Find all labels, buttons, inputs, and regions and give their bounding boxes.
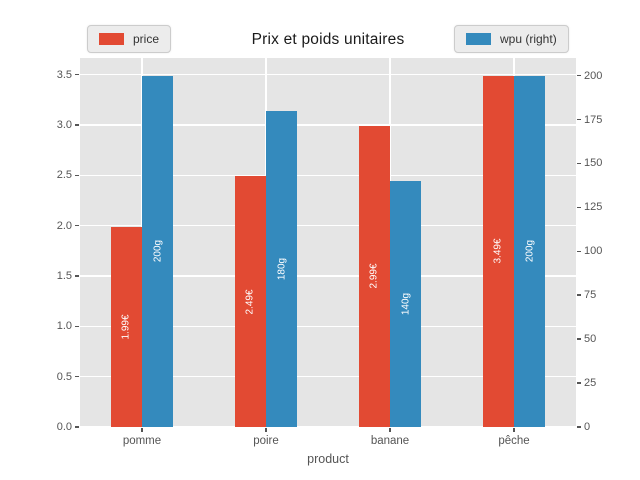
bar-value-label: 180g xyxy=(276,257,288,280)
y-tick-mark-left xyxy=(75,224,79,227)
bar-value-label: 3.49€ xyxy=(492,238,504,264)
x-tick-label: poire xyxy=(253,435,279,447)
y-tick-mark-left xyxy=(75,325,79,328)
y-tick-label-right: 25 xyxy=(584,377,597,390)
y-tick-mark-right xyxy=(577,206,581,209)
y-tick-label-right: 150 xyxy=(584,157,603,170)
bar-price xyxy=(110,226,142,427)
gridline-horizontal xyxy=(80,426,576,428)
y-tick-mark-right xyxy=(577,118,581,121)
x-axis-label: product xyxy=(307,452,349,466)
x-tick-label: pêche xyxy=(498,435,530,447)
y-tick-label-left: 1.0 xyxy=(56,320,72,333)
gridline-horizontal xyxy=(80,275,576,277)
bar-wpu--right- xyxy=(266,110,298,427)
y-tick-mark-left xyxy=(75,174,79,176)
legend-label-wpu: wpu (right) xyxy=(500,32,557,46)
bar-wpu--right- xyxy=(390,181,422,427)
x-tick-mark xyxy=(141,428,143,432)
y-tick-label-left: 2.0 xyxy=(56,219,72,232)
y-tick-mark-left xyxy=(75,426,79,428)
y-tick-label-right: 75 xyxy=(584,289,597,302)
y-tick-mark-right xyxy=(577,382,581,384)
y-tick-label-right: 50 xyxy=(584,333,597,346)
legend-swatch-wpu-icon xyxy=(466,33,491,45)
y-tick-mark-right xyxy=(577,426,581,428)
y-tick-mark-right xyxy=(577,250,581,253)
bar-value-label: 2.49€ xyxy=(244,289,256,315)
y-tick-label-left: 1.5 xyxy=(56,269,72,282)
gridline-horizontal xyxy=(80,73,576,76)
legend-wpu: wpu (right) xyxy=(454,25,569,53)
y-tick-label-left: 2.5 xyxy=(56,169,72,182)
x-tick-label: pomme xyxy=(122,435,162,447)
y-tick-mark-left xyxy=(75,73,79,76)
legend-swatch-price-icon xyxy=(99,33,124,45)
gridline-horizontal xyxy=(80,224,576,227)
bar-value-label: 2.99€ xyxy=(368,263,380,289)
chart-title: Prix et poids unitaires xyxy=(251,31,405,48)
bar-price xyxy=(234,176,266,427)
gridline-horizontal xyxy=(80,375,576,378)
gridline-horizontal xyxy=(80,174,576,176)
legend-price: price xyxy=(87,25,172,53)
bar-value-label: 1.99€ xyxy=(120,314,132,340)
plot-area: 1.99€ 2.49€ 2.99€ 3.49€ 200g 180g 140g 200g xyxy=(80,58,576,428)
bar-wpu--right- xyxy=(514,75,546,427)
x-tick-mark xyxy=(513,428,515,432)
y-tick-mark-right xyxy=(577,74,581,77)
x-tick-mark xyxy=(265,428,267,432)
y-tick-mark-right xyxy=(577,294,581,296)
gridline-horizontal xyxy=(80,325,576,328)
y-tick-label-right: 175 xyxy=(584,113,603,126)
bar-price xyxy=(482,75,514,427)
bar-value-label: 140g xyxy=(400,292,412,316)
bar-price xyxy=(358,125,390,427)
y-tick-label-left: 0.0 xyxy=(56,421,72,433)
x-tick-label: banane xyxy=(370,435,410,447)
y-tick-label-right: 100 xyxy=(584,245,603,258)
legend-label-price: price xyxy=(133,32,160,46)
y-tick-label-right: 125 xyxy=(584,201,603,214)
y-tick-mark-right xyxy=(577,338,581,340)
y-tick-mark-left xyxy=(75,124,79,126)
y-tick-label-left: 3.5 xyxy=(56,68,72,81)
gridline-horizontal xyxy=(80,124,576,126)
y-tick-label-right: 200 xyxy=(584,69,603,82)
x-tick-mark xyxy=(389,428,391,432)
y-tick-mark-right xyxy=(577,162,581,165)
bar-wpu--right- xyxy=(142,75,174,427)
y-tick-mark-left xyxy=(75,375,79,378)
y-tick-label-right: 0 xyxy=(584,421,591,433)
bar-value-label: 200g xyxy=(524,240,536,263)
y-tick-mark-left xyxy=(75,275,79,277)
bar-value-label: 200g xyxy=(152,240,164,263)
y-tick-label-left: 0.5 xyxy=(56,370,72,383)
y-tick-label-left: 3.0 xyxy=(56,118,72,131)
